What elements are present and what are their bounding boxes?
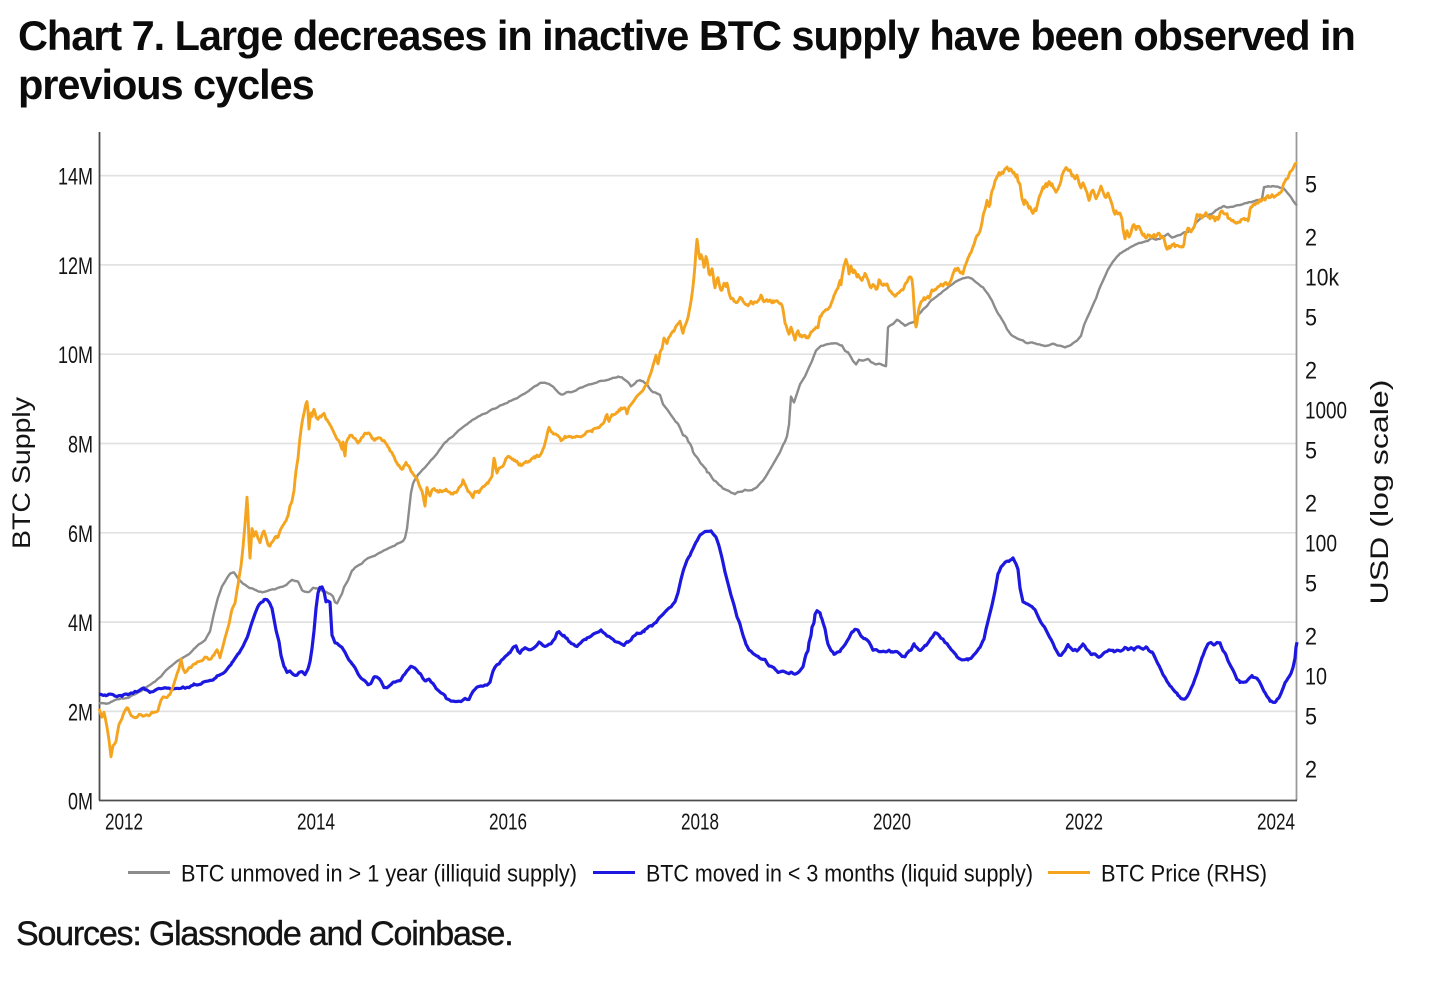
svg-text:10k: 10k (1305, 265, 1340, 292)
svg-text:5: 5 (1305, 438, 1317, 465)
svg-text:5: 5 (1305, 571, 1317, 598)
svg-text:5: 5 (1305, 305, 1317, 332)
svg-text:12M: 12M (58, 253, 93, 280)
svg-text:0M: 0M (68, 789, 93, 816)
svg-text:BTC unmoved in > 1 year (illiq: BTC unmoved in > 1 year (illiquid supply… (181, 861, 577, 888)
svg-text:2018: 2018 (681, 809, 719, 835)
svg-text:2012: 2012 (105, 809, 143, 835)
svg-text:10: 10 (1305, 664, 1327, 691)
svg-text:BTC moved in < 3 months (liqui: BTC moved in < 3 months (liquid supply) (646, 861, 1033, 888)
svg-text:2: 2 (1305, 624, 1317, 651)
svg-text:2M: 2M (68, 699, 93, 726)
svg-text:2: 2 (1305, 358, 1317, 385)
svg-text:14M: 14M (58, 164, 93, 191)
svg-text:100: 100 (1305, 531, 1337, 558)
svg-text:4M: 4M (68, 610, 93, 637)
svg-text:2016: 2016 (489, 809, 527, 835)
svg-text:2: 2 (1305, 225, 1317, 252)
svg-text:2024: 2024 (1257, 809, 1295, 835)
svg-text:BTC Price (RHS): BTC Price (RHS) (1101, 861, 1267, 888)
svg-text:5: 5 (1305, 172, 1317, 199)
svg-text:6M: 6M (68, 521, 93, 548)
svg-text:1000: 1000 (1305, 398, 1347, 425)
svg-text:8M: 8M (68, 432, 93, 459)
svg-text:2022: 2022 (1065, 809, 1103, 835)
svg-text:2: 2 (1305, 757, 1317, 784)
svg-text:BTC Supply: BTC Supply (8, 396, 36, 549)
svg-text:2020: 2020 (873, 809, 911, 835)
svg-text:2014: 2014 (297, 809, 335, 835)
svg-text:2: 2 (1305, 491, 1317, 518)
svg-text:5: 5 (1305, 704, 1317, 731)
svg-text:10M: 10M (58, 342, 93, 369)
svg-text:USD (log scale): USD (log scale) (1366, 380, 1394, 605)
